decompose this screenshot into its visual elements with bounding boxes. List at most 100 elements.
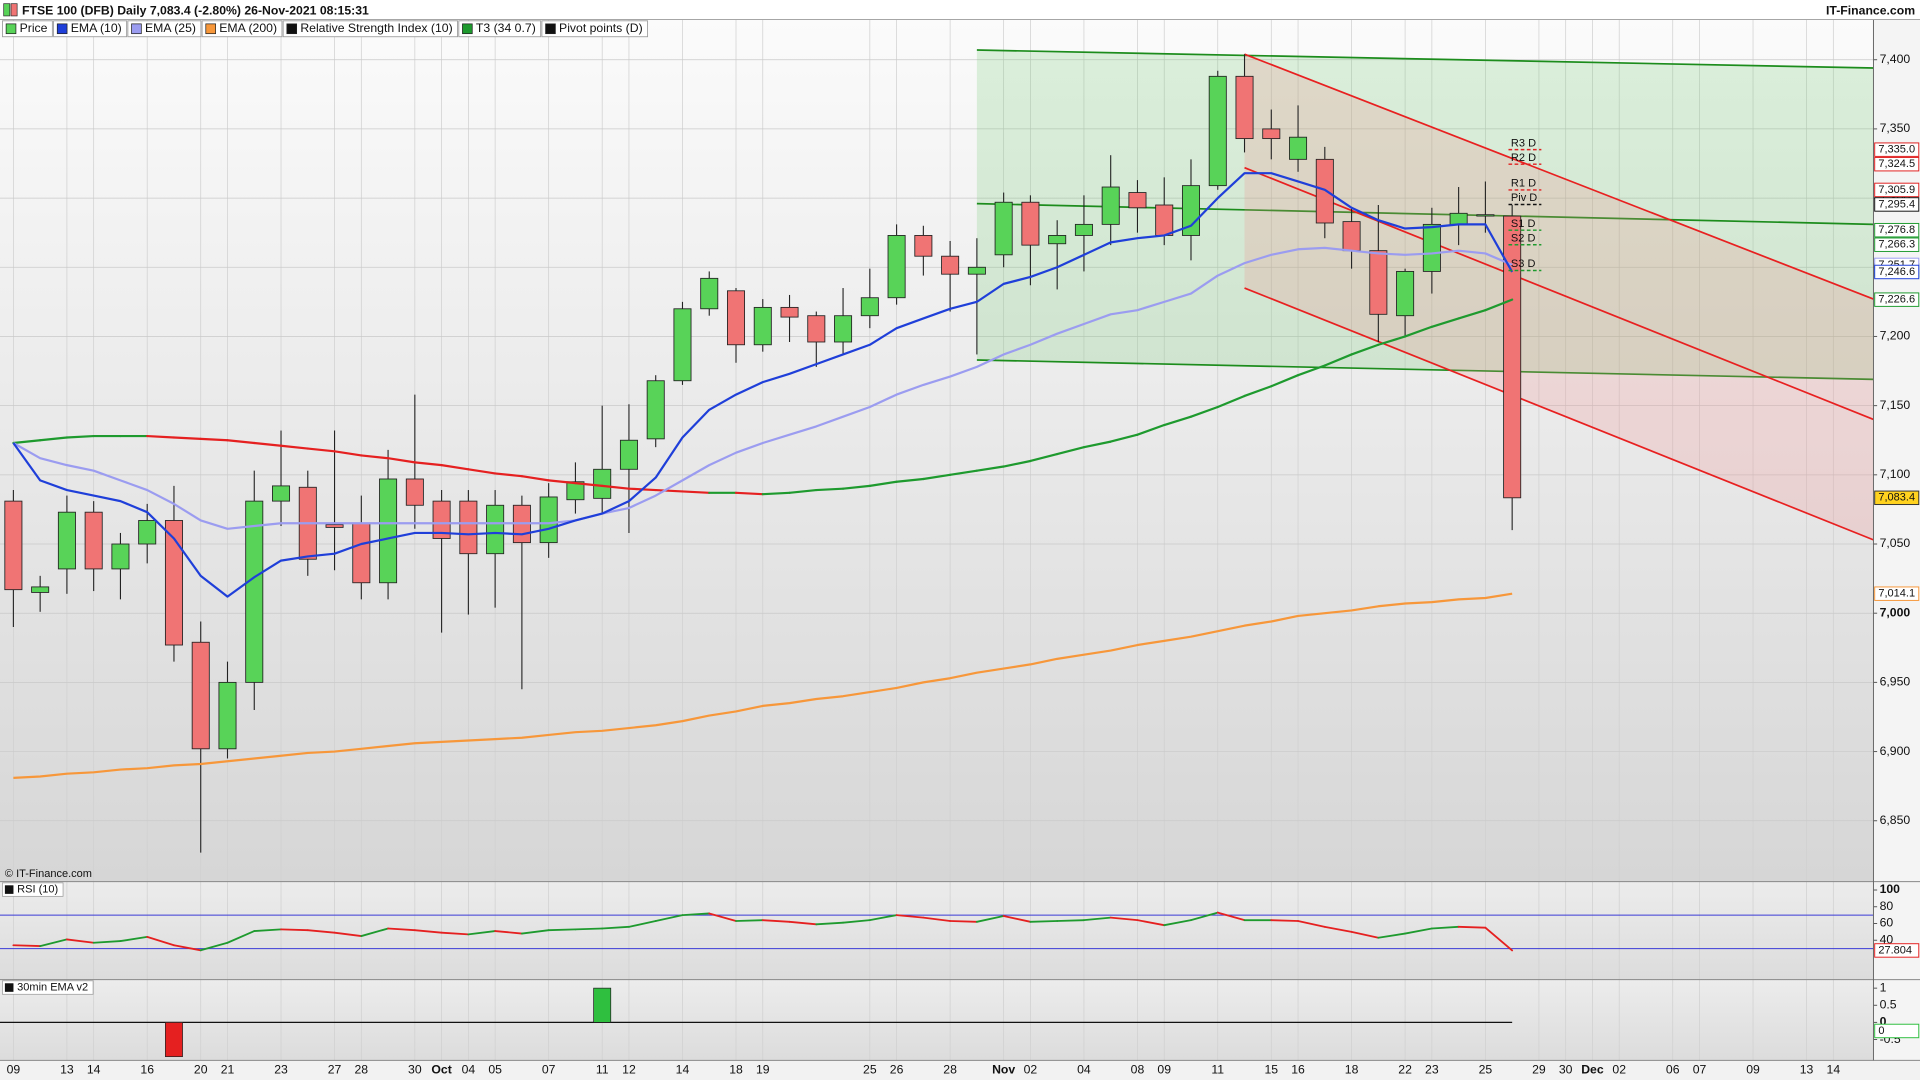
value-label-box <box>1874 156 1920 172</box>
legend-box <box>458 20 542 38</box>
x-tick-label: 19 <box>756 1062 770 1076</box>
indicator-segment <box>601 484 631 490</box>
indicator-segment <box>841 484 871 490</box>
x-tick-label: 25 <box>1479 1062 1493 1076</box>
channel-fill <box>1244 54 1874 540</box>
rsi-segment <box>39 938 68 948</box>
rsi-segment <box>1323 925 1353 933</box>
legend-label: EMA (25) <box>145 21 196 35</box>
indicator-segment <box>654 488 684 493</box>
pivot-label: R1 D <box>1511 178 1536 190</box>
rsi-segment <box>681 912 711 917</box>
indicator-segment <box>1216 394 1246 409</box>
y-tick-label: 0.5 <box>1880 998 1897 1012</box>
y-tick-label: 1 <box>1880 980 1887 994</box>
candle-body <box>1128 192 1147 209</box>
rsi-segment <box>1270 919 1299 922</box>
legend-swatch <box>286 23 298 35</box>
candle-body <box>1155 204 1174 236</box>
value-label: 7,226.6 <box>1878 294 1915 306</box>
value-label: 7,276.8 <box>1878 224 1915 236</box>
rsi-segment <box>654 914 684 922</box>
rsi-segment <box>92 940 122 944</box>
indicator-line <box>13 592 1513 779</box>
indicator-segment <box>253 441 283 447</box>
candle-body <box>619 439 638 470</box>
candle-body <box>432 500 451 539</box>
candle-body <box>164 520 183 646</box>
panel-swatch <box>4 885 14 894</box>
rsi-segment <box>949 920 978 923</box>
rsi-segment <box>922 916 952 922</box>
candle-body <box>1021 201 1040 246</box>
candle-body <box>700 277 719 310</box>
candle-body <box>807 315 826 343</box>
value-label-box <box>1874 237 1920 252</box>
rsi-segment <box>975 915 1005 923</box>
candle-body <box>4 500 23 591</box>
x-tick-label: 09 <box>7 1062 21 1076</box>
x-tick-label: 18 <box>1345 1062 1359 1076</box>
copyright: © IT-Finance.com <box>5 868 92 880</box>
x-tick-label: 14 <box>1827 1062 1841 1076</box>
value-label-box <box>1874 943 1920 958</box>
value-label-box <box>1874 222 1920 238</box>
panel-title-label: RSI (10) <box>17 883 58 895</box>
value-label: 0 <box>1878 1025 1884 1037</box>
pivot-label: S1 D <box>1511 218 1536 230</box>
brand: IT-Finance.com <box>1826 3 1915 17</box>
rsi-segment <box>628 920 657 928</box>
panel-swatch <box>4 983 14 992</box>
x-tick-label: 13 <box>1800 1062 1814 1076</box>
y-tick-label: 0 <box>1880 1015 1887 1029</box>
rsi-segment <box>1297 920 1326 928</box>
pivot-label: R3 D <box>1511 137 1536 149</box>
x-tick-label: 30 <box>1559 1062 1573 1076</box>
legend-swatch <box>462 23 473 35</box>
channel-line <box>1244 166 1874 421</box>
pivot-label: Piv D <box>1511 192 1537 204</box>
indicator-line <box>12 246 1513 530</box>
x-tick-label: 23 <box>1425 1062 1439 1076</box>
y-tick-label: 7,100 <box>1880 467 1911 481</box>
y-tick-label: 60 <box>1880 916 1894 930</box>
legend-label: Pivot points (D) <box>559 21 643 35</box>
candle-body <box>1503 215 1522 499</box>
candle-body <box>272 485 291 502</box>
rsi-segment <box>1109 916 1139 922</box>
x-tick-label: 04 <box>1077 1062 1091 1076</box>
candle-body <box>1476 214 1495 217</box>
value-label-box <box>1874 264 1920 280</box>
indicator-segment <box>1484 298 1514 312</box>
indicator-segment <box>761 491 791 496</box>
value-label-box <box>1874 142 1920 157</box>
candle-body <box>1101 186 1120 225</box>
x-tick-label: 11 <box>1211 1062 1224 1076</box>
candle-body <box>84 511 103 570</box>
candle-body <box>753 306 772 346</box>
rsi-segment <box>119 935 149 942</box>
indicator-segment <box>12 439 42 445</box>
legend-swatch <box>56 23 68 35</box>
rsi-segment <box>547 928 577 932</box>
x-tick-label: 22 <box>1398 1062 1412 1076</box>
value-label-box <box>1874 490 1920 506</box>
value-label: 7,324.5 <box>1878 158 1915 170</box>
panel-title: RSI (10) <box>2 882 64 897</box>
legend-swatch <box>545 23 556 35</box>
indicator-segment <box>360 454 390 460</box>
pivot-label: R2 D <box>1511 152 1536 164</box>
candle-body <box>1208 75 1227 187</box>
value-label-box <box>1874 292 1920 307</box>
candle-body <box>1289 136 1308 160</box>
rsi-segment <box>1190 911 1219 922</box>
x-tick-label: 18 <box>729 1062 743 1076</box>
bar <box>593 987 612 1023</box>
indicator-segment <box>65 434 95 439</box>
candle-body <box>539 496 558 544</box>
legend-item: EMA (10) <box>53 20 128 38</box>
y-tick-label: 6,950 <box>1880 675 1911 689</box>
indicator-segment <box>1056 446 1086 456</box>
channel-line <box>1244 53 1874 300</box>
indicator-segment <box>333 450 363 457</box>
